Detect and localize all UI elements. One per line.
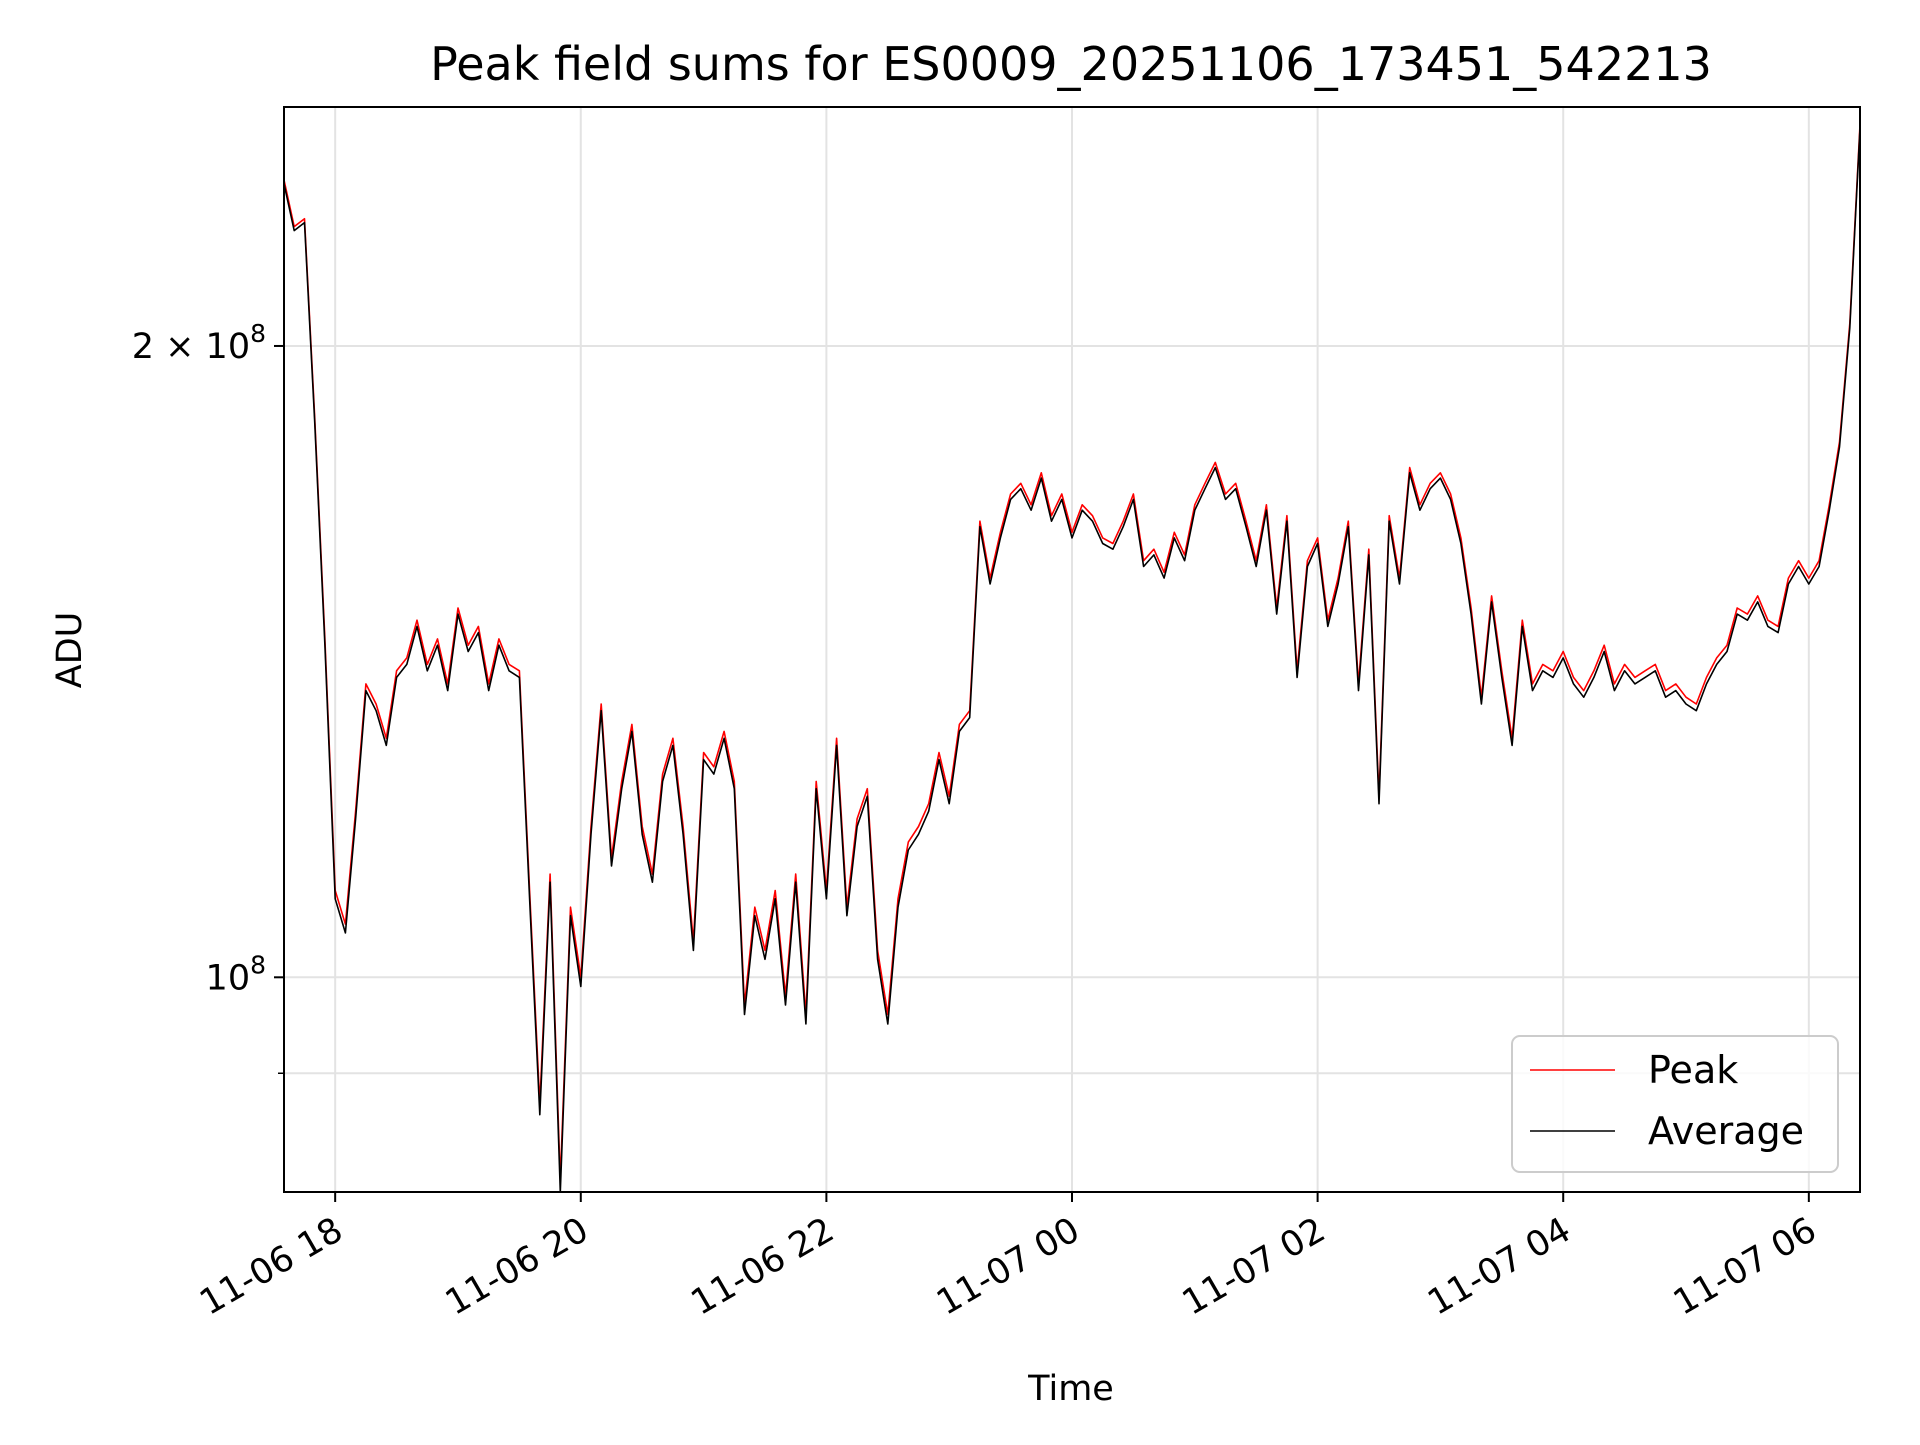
chart-title: Peak field sums for ES0009_20251106_1734… — [430, 37, 1712, 91]
y-tick-label: 2 × 108 — [132, 319, 266, 367]
legend-label-average: Average — [1648, 1109, 1804, 1153]
legend: Peak Average — [1511, 1035, 1839, 1173]
y-axis-label: ADU — [50, 612, 90, 689]
legend-label-peak: Peak — [1648, 1048, 1738, 1092]
y-tick-label-exponent: 8 — [250, 950, 266, 979]
y-tick-label-exponent: 8 — [250, 319, 266, 348]
y-tick-label-base: 10 — [206, 958, 251, 998]
series-lines — [284, 124, 1860, 1192]
y-tick-label-base: 2 × 10 — [132, 327, 250, 367]
series-line-average — [284, 128, 1860, 1192]
y-tick-label: 108 — [206, 950, 266, 998]
x-axis-label: Time — [1027, 1369, 1114, 1409]
